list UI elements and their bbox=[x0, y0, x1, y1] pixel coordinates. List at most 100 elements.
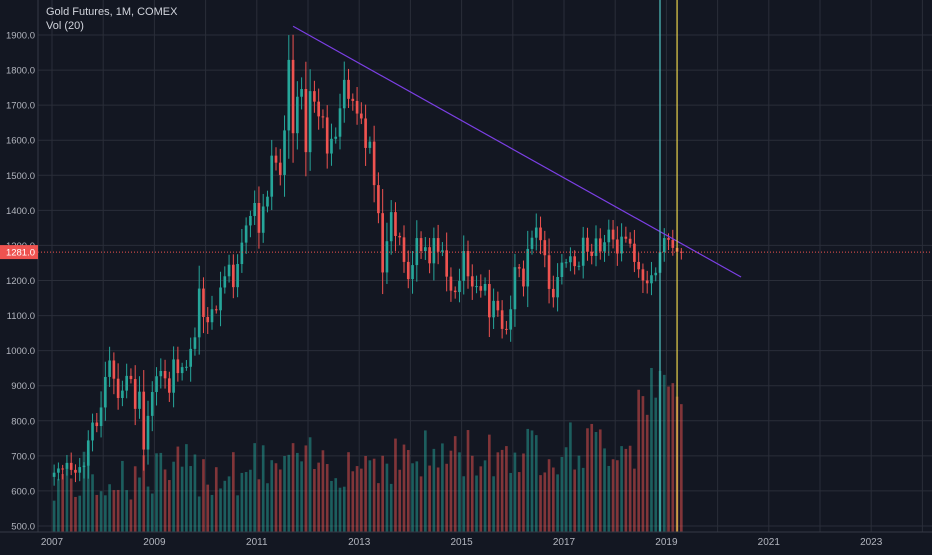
candle-body[interactable] bbox=[385, 241, 389, 273]
candle-body[interactable] bbox=[52, 472, 56, 477]
candle-body[interactable] bbox=[671, 239, 675, 248]
candle-body[interactable] bbox=[616, 239, 619, 254]
candle-body[interactable] bbox=[317, 101, 320, 117]
candle-body[interactable] bbox=[278, 162, 282, 175]
candle-body[interactable] bbox=[253, 202, 256, 216]
candle-body[interactable] bbox=[206, 316, 210, 323]
candle-body[interactable] bbox=[334, 136, 338, 139]
candle-body[interactable] bbox=[488, 284, 491, 318]
candle-body[interactable] bbox=[633, 243, 636, 262]
candle-body[interactable] bbox=[266, 196, 269, 207]
annotation-layer[interactable] bbox=[38, 0, 932, 532]
candle-body[interactable] bbox=[415, 238, 419, 266]
candle-body[interactable] bbox=[539, 227, 542, 241]
candle-body[interactable] bbox=[500, 310, 504, 329]
candle-body[interactable] bbox=[219, 287, 222, 311]
candle-body[interactable] bbox=[69, 462, 73, 470]
candle-body[interactable] bbox=[564, 262, 568, 264]
candle-body[interactable] bbox=[74, 469, 77, 473]
candle-body[interactable] bbox=[547, 255, 551, 289]
candle-body[interactable] bbox=[624, 236, 628, 239]
candle-body[interactable] bbox=[654, 272, 658, 276]
candle-body[interactable] bbox=[236, 264, 239, 288]
candle-body[interactable] bbox=[210, 309, 214, 323]
candle-body[interactable] bbox=[287, 59, 291, 131]
candle-body[interactable] bbox=[449, 276, 453, 291]
candle-body[interactable] bbox=[338, 108, 342, 137]
candle-body[interactable] bbox=[168, 378, 171, 393]
candle-body[interactable] bbox=[214, 309, 218, 311]
candle-body[interactable] bbox=[581, 237, 585, 266]
candle-body[interactable] bbox=[300, 89, 303, 97]
candle-body[interactable] bbox=[620, 236, 623, 254]
candle-body[interactable] bbox=[142, 391, 146, 450]
candle-body[interactable] bbox=[377, 185, 380, 214]
candle-body[interactable] bbox=[667, 238, 670, 240]
candle-body[interactable] bbox=[291, 59, 295, 134]
candle-body[interactable] bbox=[240, 242, 244, 265]
candle-body[interactable] bbox=[441, 250, 444, 252]
candle-body[interactable] bbox=[513, 267, 517, 310]
candle-body[interactable] bbox=[522, 268, 525, 287]
candle-body[interactable] bbox=[308, 91, 312, 153]
candle-body[interactable] bbox=[594, 238, 598, 256]
candle-body[interactable] bbox=[458, 280, 461, 293]
candle-body[interactable] bbox=[586, 237, 589, 252]
candle-body[interactable] bbox=[313, 91, 316, 102]
candle-body[interactable] bbox=[129, 375, 133, 380]
candle-body[interactable] bbox=[436, 238, 440, 252]
candle-body[interactable] bbox=[470, 276, 474, 287]
candle-body[interactable] bbox=[411, 265, 414, 280]
candle-body[interactable] bbox=[381, 213, 384, 273]
candle-body[interactable] bbox=[445, 250, 448, 277]
candle-body[interactable] bbox=[185, 366, 188, 368]
candle-body[interactable] bbox=[82, 465, 86, 468]
candle-body[interactable] bbox=[552, 288, 555, 298]
candle-body[interactable] bbox=[95, 422, 99, 427]
candle-body[interactable] bbox=[424, 247, 427, 252]
candle-body[interactable] bbox=[193, 337, 197, 349]
candle-body[interactable] bbox=[590, 251, 594, 256]
candle-body[interactable] bbox=[479, 286, 483, 291]
candle-body[interactable] bbox=[611, 229, 615, 240]
candle-body[interactable] bbox=[453, 290, 457, 293]
candle-body[interactable] bbox=[155, 376, 158, 393]
candle-body[interactable] bbox=[360, 113, 363, 119]
candle-body[interactable] bbox=[347, 79, 350, 99]
candle-body[interactable] bbox=[232, 264, 235, 288]
candle-body[interactable] bbox=[261, 206, 265, 233]
candle-body[interactable] bbox=[121, 390, 124, 398]
candle-layer[interactable] bbox=[52, 34, 683, 486]
candle-body[interactable] bbox=[112, 360, 116, 379]
candle-body[interactable] bbox=[526, 248, 530, 287]
candle-body[interactable] bbox=[163, 370, 167, 379]
candle-body[interactable] bbox=[462, 251, 466, 281]
candle-body[interactable] bbox=[125, 375, 128, 391]
candle-body[interactable] bbox=[650, 275, 653, 284]
candle-body[interactable] bbox=[368, 141, 372, 148]
candle-body[interactable] bbox=[496, 300, 500, 311]
candle-body[interactable] bbox=[150, 392, 154, 416]
candle-body[interactable] bbox=[517, 267, 521, 269]
candle-body[interactable] bbox=[146, 415, 150, 450]
candle-body[interactable] bbox=[330, 138, 333, 154]
candle-body[interactable] bbox=[227, 264, 231, 277]
candle-body[interactable] bbox=[662, 238, 666, 253]
candle-body[interactable] bbox=[249, 215, 252, 226]
candle-body[interactable] bbox=[180, 367, 184, 374]
candle-body[interactable] bbox=[603, 242, 606, 252]
candle-body[interactable] bbox=[394, 212, 397, 236]
candle-body[interactable] bbox=[86, 440, 90, 466]
candle-body[interactable] bbox=[270, 155, 274, 197]
candle-body[interactable] bbox=[159, 370, 163, 377]
candle-body[interactable] bbox=[372, 141, 376, 186]
candle-body[interactable] bbox=[492, 300, 495, 318]
candle-body[interactable] bbox=[57, 468, 60, 473]
candle-body[interactable] bbox=[304, 89, 308, 153]
candle-body[interactable] bbox=[274, 155, 278, 163]
candle-body[interactable] bbox=[406, 261, 410, 280]
candle-body[interactable] bbox=[78, 467, 82, 473]
candle-body[interactable] bbox=[483, 284, 487, 291]
candle-body[interactable] bbox=[342, 79, 346, 109]
